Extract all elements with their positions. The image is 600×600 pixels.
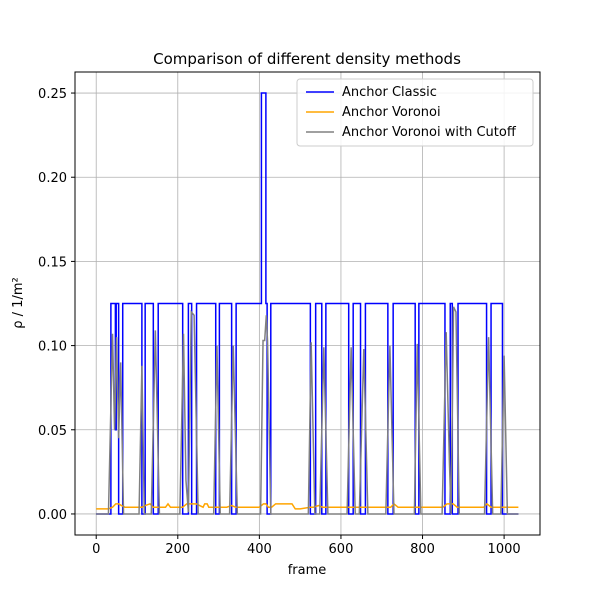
legend-box xyxy=(296,78,534,147)
y-tick-label: 0.20 xyxy=(38,171,67,186)
y-tick-label: 0.25 xyxy=(38,87,67,102)
legend-label-anchor-voronoi-cutoff: Anchor Voronoi with Cutoff xyxy=(342,125,517,140)
y-tick-label: 0.15 xyxy=(38,255,67,270)
x-tick-label: 800 xyxy=(410,542,435,557)
series-anchor-classic-line xyxy=(96,92,519,515)
legend-label-anchor-classic: Anchor Classic xyxy=(342,85,437,100)
x-tick-label: 1000 xyxy=(488,542,521,557)
x-axis-ticks: 0 200 400 600 800 1000 xyxy=(92,535,521,557)
series-anchor-voronoi-line xyxy=(96,502,519,510)
y-tick-label: 0.00 xyxy=(38,508,67,523)
plot-area xyxy=(96,92,519,515)
chart-title: Comparison of different density methods xyxy=(153,50,461,68)
y-tick-label: 0.05 xyxy=(38,424,67,439)
x-axis-label: frame xyxy=(288,563,327,578)
y-tick-label: 0.10 xyxy=(38,340,67,355)
y-axis-label: ρ / 1/m² xyxy=(11,277,26,328)
axes-frame xyxy=(74,71,541,536)
legend: Anchor Classic Anchor Voronoi Anchor Vor… xyxy=(296,78,534,147)
legend-label-anchor-voronoi: Anchor Voronoi xyxy=(342,105,441,120)
x-tick-label: 200 xyxy=(165,542,190,557)
x-tick-label: 0 xyxy=(92,542,100,557)
x-tick-label: 600 xyxy=(329,542,354,557)
y-axis-ticks: 0.00 0.05 0.10 0.15 0.20 0.25 xyxy=(38,87,75,523)
x-tick-label: 400 xyxy=(247,542,272,557)
series-anchor-voronoi-cutoff-line xyxy=(96,306,519,515)
